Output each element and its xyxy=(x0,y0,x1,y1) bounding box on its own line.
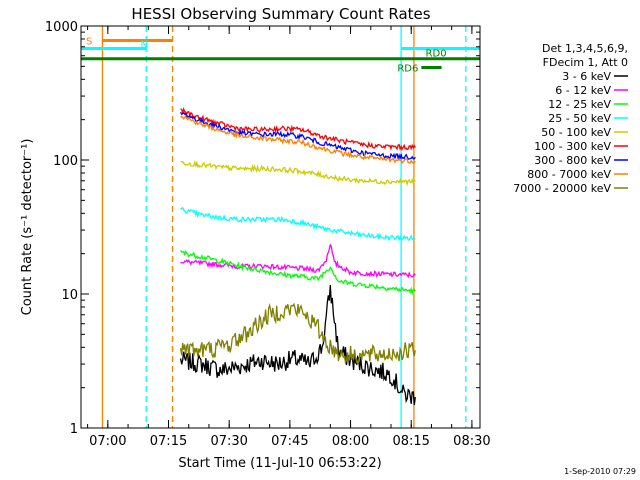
legend-header: FDecim 1, Att 0 xyxy=(543,56,628,69)
legend: Det 1,3,4,5,6,9,FDecim 1, Att 03 - 6 keV… xyxy=(513,42,628,195)
series-line xyxy=(180,243,416,279)
legend-entry-label: 6 - 12 keV xyxy=(555,84,611,97)
mode-label: RD6 xyxy=(397,64,418,75)
x-tick-label: 08:30 xyxy=(453,434,490,449)
legend-entry-label: 800 - 7000 keV xyxy=(527,168,611,181)
annotation-layer: S N RD6 RD0 xyxy=(81,26,480,428)
mode-label: S xyxy=(86,36,92,47)
y-tick-label: 1000 xyxy=(45,20,78,35)
x-tick-label: 08:15 xyxy=(392,434,429,449)
x-tick-label: 07:00 xyxy=(89,434,126,449)
axes: 1 10 100 1000 07:00 07:15 07:30 07:45 08:00 08:15… xyxy=(45,20,491,449)
legend-entry-label: 100 - 300 keV xyxy=(534,140,611,153)
x-axis-label: Start Time (11-Jul-10 06:53:22) xyxy=(178,456,381,471)
y-tick-label: 100 xyxy=(53,154,78,169)
mode-label: RD0 xyxy=(426,49,447,60)
legend-entry-label: 25 - 50 keV xyxy=(548,112,611,125)
legend-entry-label: 12 - 25 keV xyxy=(548,98,611,111)
y-axis-label: Count Rate (s⁻¹ detector⁻¹) xyxy=(20,139,35,316)
series-line xyxy=(180,159,416,187)
legend-header: Det 1,3,4,5,6,9, xyxy=(542,42,628,55)
x-tick-label: 08:00 xyxy=(332,434,369,449)
x-tick-label: 07:30 xyxy=(210,434,247,449)
legend-entry-label: 300 - 800 keV xyxy=(534,154,611,167)
chart-title: HESSI Observing Summary Count Rates xyxy=(131,5,430,23)
series-line xyxy=(179,302,416,366)
y-tick-label: 1 xyxy=(70,422,78,437)
legend-entry-label: 7000 - 20000 keV xyxy=(513,182,611,195)
series-line xyxy=(180,111,416,161)
mode-label: N xyxy=(141,39,148,50)
footer-date: 1-Sep-2010 07:29 xyxy=(564,467,636,476)
x-tick-label: 07:15 xyxy=(150,434,187,449)
series-line xyxy=(180,206,416,242)
legend-entry-label: 50 - 100 keV xyxy=(541,126,611,139)
plot-frame xyxy=(80,25,481,429)
series-line xyxy=(180,115,416,165)
legend-entry-label: 3 - 6 keV xyxy=(562,70,611,83)
y-tick-label: 10 xyxy=(61,288,78,303)
series-layer xyxy=(179,106,416,406)
series-line xyxy=(180,106,416,152)
series-line xyxy=(180,249,416,296)
series-line xyxy=(179,285,416,406)
x-tick-label: 07:45 xyxy=(271,434,308,449)
